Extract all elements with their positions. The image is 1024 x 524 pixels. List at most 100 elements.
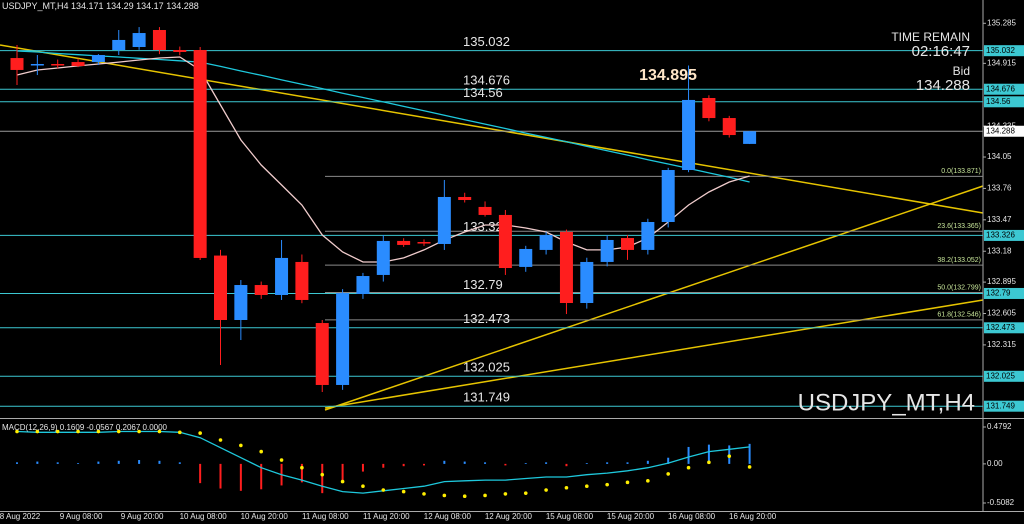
bid-label: Bid: [953, 64, 970, 78]
macd-bar: [748, 443, 751, 464]
x-tick-label: 12 Aug 08:00: [424, 512, 472, 521]
macd-bar: [77, 463, 80, 464]
level-tag-label: 132.79: [986, 289, 1011, 298]
signal-dot: [483, 493, 487, 498]
trend-line: [0, 44, 984, 214]
signal-dot: [340, 479, 345, 484]
candle-body: [397, 240, 411, 245]
candle-body: [621, 238, 634, 250]
macd-bar: [36, 461, 39, 464]
candle-body: [682, 99, 696, 171]
x-tick-label: 15 Aug 08:00: [546, 512, 594, 521]
signal-dot: [727, 454, 732, 458]
level-label: 131.749: [463, 390, 510, 405]
signal-dot: [625, 480, 630, 485]
x-tick-label: 11 Aug 08:00: [302, 512, 349, 521]
signal-dot: [279, 458, 284, 462]
macd-bar: [178, 462, 181, 464]
signal-dot: [239, 443, 243, 448]
macd-bar: [138, 460, 141, 464]
peak-label: 134.895: [639, 67, 697, 84]
candle-body: [539, 234, 553, 250]
macd-bar: [56, 462, 59, 464]
macd-bar: [504, 463, 507, 466]
bid-value: 134.288: [916, 77, 970, 94]
candle-body: [275, 257, 289, 295]
macd-bar: [545, 462, 548, 464]
candle-body: [132, 33, 146, 47]
level-tag-label: 134.56: [986, 97, 1011, 106]
signal-dot: [116, 429, 121, 434]
candle-body: [376, 240, 390, 275]
signal-dot: [381, 488, 386, 492]
level-tag: [984, 229, 1024, 241]
macd-bar: [463, 461, 466, 464]
macd-bar: [341, 463, 344, 481]
candle-body: [559, 231, 573, 303]
macd-bar: [219, 463, 222, 489]
level-tag-label: 133.326: [986, 231, 1015, 240]
macd-bar: [117, 460, 120, 464]
candle-body: [743, 131, 757, 144]
candle-body: [498, 214, 512, 269]
fib-label: 0.0(133.871): [941, 168, 981, 175]
macd-bar: [687, 446, 690, 464]
level-tag: [984, 400, 1024, 412]
signal-dot: [564, 485, 569, 490]
y-tick-label: 134.915: [987, 58, 1016, 67]
level-tag: [984, 287, 1024, 299]
trend-line: [324, 185, 984, 411]
signal-dot: [320, 472, 325, 477]
macd-bar: [260, 463, 263, 490]
time-remain-label: TIME REMAIN: [891, 30, 970, 44]
signal-dot: [178, 430, 182, 435]
signal-dot: [686, 465, 691, 470]
level-tag-label: 132.025: [986, 371, 1015, 380]
signal-dot: [462, 494, 467, 499]
y-tick-label: 133.76: [987, 184, 1012, 193]
level-tag: [984, 322, 1024, 334]
fib-label: 61.8(132.546): [937, 312, 981, 319]
y-tick-label: 0.00: [987, 459, 1003, 468]
candle-body: [417, 242, 431, 244]
macd-bar: [484, 462, 487, 464]
fib-label: 38.2(133.052): [937, 257, 981, 264]
level-tag: [984, 96, 1024, 108]
signal-dot: [137, 429, 141, 434]
y-tick-label: 0.4792: [987, 422, 1012, 431]
fib-label: 23.6(133.365): [937, 223, 981, 230]
candle-body: [478, 206, 492, 215]
macd-bar: [667, 457, 670, 464]
macd-bar: [321, 463, 324, 494]
y-tick-label: 132.895: [987, 277, 1016, 286]
macd-bar: [239, 463, 242, 491]
x-tick-label: 8 Aug 2022: [0, 512, 41, 521]
candle-body: [458, 196, 472, 201]
signal-dot: [15, 429, 19, 434]
last-high: 134.29: [106, 1, 134, 11]
signal-dot: [198, 431, 202, 435]
macd-bar: [524, 463, 527, 464]
signal-dot: [361, 484, 365, 489]
macd-bar: [361, 463, 364, 472]
macd-bar: [402, 463, 405, 467]
macd-title: MACD(12,26,9) 0.1609 -0.0567 0.2067 0.00…: [2, 423, 168, 432]
candle-body: [214, 255, 227, 320]
level-label: 135.032: [463, 34, 510, 49]
x-tick-label: 9 Aug 08:00: [60, 512, 103, 521]
level-label: 133.326: [463, 219, 510, 234]
candle-body: [356, 276, 370, 295]
candle-body: [519, 248, 533, 267]
y-tick-label: 133.18: [987, 246, 1012, 255]
level-label: 134.56: [463, 85, 503, 100]
signal-dot: [300, 465, 304, 470]
macd-bar: [707, 444, 710, 464]
signal-dot: [605, 482, 609, 487]
macd-bar: [585, 463, 588, 464]
y-tick-label: 132.315: [987, 340, 1016, 349]
candle-body: [51, 63, 65, 66]
symbol: USDJPY_MT,H4: [2, 1, 69, 11]
candle-body: [722, 118, 736, 136]
x-tick-label: 12 Aug 20:00: [485, 512, 533, 521]
